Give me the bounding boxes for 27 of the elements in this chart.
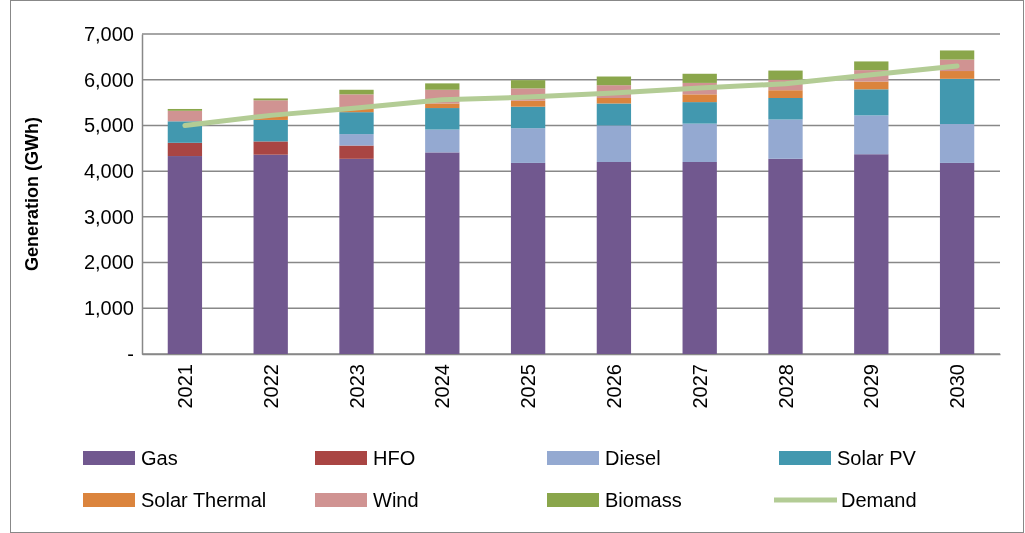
y-tick-label: 4,000 [83, 160, 134, 183]
y-tick-label: 1,000 [83, 297, 134, 320]
legend-label: HFO [373, 447, 416, 469]
x-tick-label: 2028 [774, 364, 797, 409]
x-tick-label: 2029 [860, 364, 883, 409]
x-tick-label: 2030 [946, 364, 969, 409]
legend-label: Solar PV [837, 447, 917, 469]
y-axis-title: Generation (GWh) [22, 117, 42, 271]
x-tick-label: 2021 [173, 364, 196, 409]
x-tick-label: 2023 [345, 364, 368, 409]
x-tick-label: 2024 [431, 364, 454, 409]
legend-label: Gas [141, 447, 178, 469]
legend-label: Solar Thermal [141, 489, 267, 511]
legend-label: Wind [373, 489, 419, 511]
y-tick-label: 5,000 [83, 114, 134, 137]
legend-label: Demand [841, 489, 917, 511]
x-tick-label: 2026 [602, 364, 625, 409]
legend-label: Diesel [605, 447, 661, 469]
y-tick-label: 6,000 [83, 68, 134, 91]
y-tick-label: 3,000 [83, 205, 134, 228]
legend-label: Biomass [605, 489, 682, 511]
y-tick-label: - [127, 342, 134, 365]
x-tick-label: 2025 [517, 364, 540, 409]
x-tick-label: 2027 [688, 364, 711, 409]
y-tick-label: 2,000 [83, 251, 134, 274]
y-tick-label: 7,000 [83, 22, 134, 45]
x-tick-label: 2022 [259, 364, 282, 409]
